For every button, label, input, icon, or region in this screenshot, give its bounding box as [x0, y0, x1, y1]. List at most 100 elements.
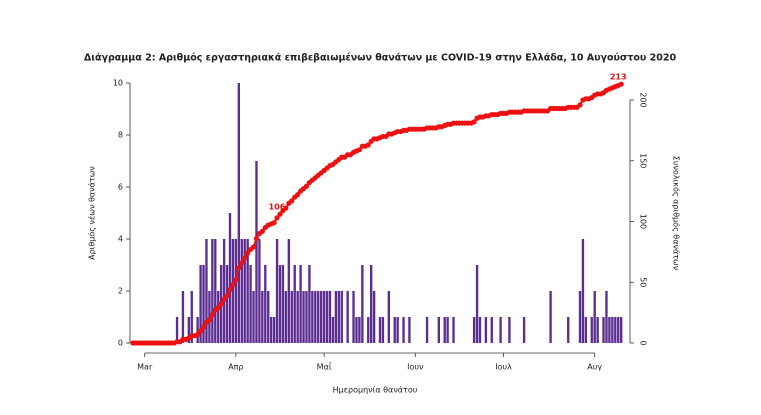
- y-tick-label: 8: [118, 131, 123, 140]
- x-tick-label: Μαΐ: [317, 361, 332, 372]
- x-axis-label: Ημερομηνία θανάτου: [333, 386, 418, 395]
- bar: [484, 317, 488, 343]
- bar: [255, 161, 258, 343]
- cumulative-point: [577, 102, 583, 108]
- bar: [355, 317, 358, 343]
- bar: [328, 291, 332, 343]
- bar: [608, 317, 611, 343]
- bar: [320, 291, 323, 343]
- cumulative-point: [303, 183, 310, 189]
- bar: [228, 213, 232, 343]
- bar: [593, 291, 596, 343]
- bar: [190, 291, 193, 343]
- bar: [214, 239, 217, 343]
- bar: [346, 291, 349, 343]
- bar: [299, 265, 302, 343]
- bar: [325, 291, 329, 343]
- bar: [261, 291, 264, 343]
- annotation: 106: [269, 203, 286, 212]
- bar: [258, 239, 261, 343]
- bar: [272, 317, 276, 343]
- bar: [293, 265, 296, 343]
- cumulative-point: [365, 142, 371, 148]
- cumulative-point: [236, 265, 242, 271]
- bar: [187, 317, 190, 343]
- bar: [284, 291, 288, 343]
- bar: [317, 291, 320, 343]
- bar: [275, 239, 279, 343]
- bar: [372, 291, 376, 343]
- bar: [522, 317, 526, 343]
- bar: [308, 265, 311, 343]
- y2-axis-label: Συνολικός αριθμός θανάτων: [672, 156, 682, 271]
- bar: [381, 317, 385, 343]
- bar: [314, 291, 317, 343]
- bar: [590, 317, 593, 343]
- bar: [499, 317, 502, 343]
- bar: [225, 265, 229, 343]
- bar: [396, 317, 399, 343]
- bar: [264, 265, 267, 343]
- bar: [181, 291, 185, 343]
- y2-tick-label: 200: [639, 92, 648, 107]
- cumulative-point: [274, 215, 280, 221]
- bar: [246, 239, 249, 343]
- bar: [202, 265, 205, 343]
- y-tick-label: 0: [118, 339, 123, 348]
- cumulative-point: [197, 328, 204, 334]
- bar: [361, 265, 364, 343]
- bar: [243, 239, 246, 343]
- y-tick-label: 10: [113, 79, 123, 88]
- bar: [378, 317, 382, 343]
- bar: [302, 291, 305, 343]
- cumulative-point: [218, 301, 224, 307]
- cumulative-point: [206, 317, 213, 323]
- x-tick-label: Αυγ: [587, 363, 602, 372]
- bar: [475, 265, 479, 343]
- bar: [446, 317, 449, 343]
- cumulative-point: [295, 192, 301, 198]
- bar: [199, 265, 202, 343]
- bar: [596, 317, 599, 343]
- cumulative-point: [283, 205, 289, 211]
- cumulative-point: [209, 312, 215, 318]
- bar: [408, 317, 411, 343]
- bar: [240, 239, 243, 343]
- bar: [296, 291, 299, 343]
- cumulative-point: [242, 255, 248, 261]
- cumulative-point: [289, 198, 295, 204]
- bar: [567, 317, 570, 343]
- bar: [620, 317, 623, 343]
- cumulative-point: [227, 286, 233, 293]
- bar: [305, 291, 308, 343]
- bar: [358, 317, 361, 343]
- cumulative-point: [250, 244, 257, 250]
- bar: [249, 265, 252, 343]
- bar: [402, 317, 405, 343]
- cumulative-point: [618, 81, 624, 87]
- bar: [340, 291, 343, 343]
- bar: [237, 83, 240, 343]
- bar: [490, 317, 493, 343]
- y2-tick-label: 0: [639, 340, 648, 345]
- bar: [211, 239, 214, 343]
- x-tick-label: Mar: [137, 363, 153, 372]
- cumulative-point: [253, 235, 260, 242]
- cumulative-point: [277, 211, 283, 217]
- cumulative-point: [195, 331, 201, 338]
- bar: [602, 317, 605, 343]
- bar: [196, 317, 199, 343]
- y2-tick-label: 50: [639, 277, 648, 287]
- bar: [267, 291, 270, 343]
- bar: [234, 239, 238, 343]
- cumulative-point: [224, 293, 230, 299]
- x-tick-label: Απρ: [228, 363, 243, 372]
- bar: [581, 239, 585, 343]
- cumulative-point: [233, 277, 239, 283]
- cumulative-point: [239, 260, 245, 266]
- bar: [425, 317, 429, 343]
- bar: [387, 291, 390, 343]
- bar: [443, 317, 446, 343]
- y-tick-label: 2: [118, 287, 123, 296]
